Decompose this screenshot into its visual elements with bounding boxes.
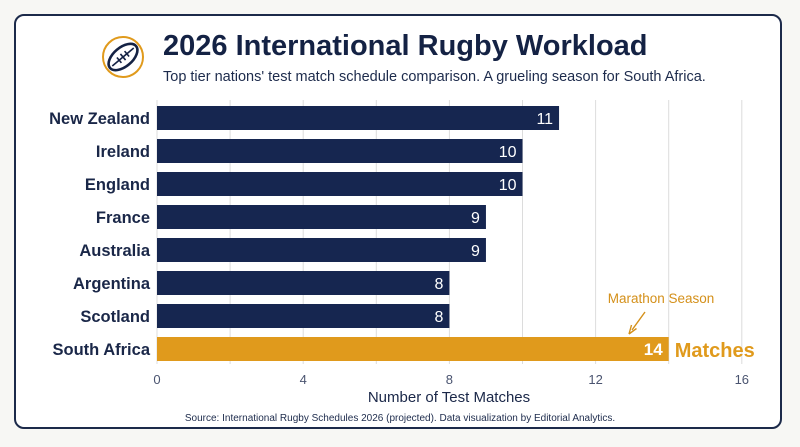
- label-layer: 0 4 8 12 16 New Zealand 11 Ireland 10 England 10 Fr…: [49, 110, 755, 387]
- bar-value-label: 9: [471, 243, 480, 260]
- bar-argentina: [157, 271, 450, 295]
- category-label: England: [85, 176, 150, 194]
- rugby-ball-icon: [102, 36, 144, 78]
- chart-title: 2026 International Rugby Workload: [163, 30, 648, 62]
- bar-value-label: 8: [434, 276, 443, 293]
- bar-south-africa: [157, 337, 669, 361]
- bar-layer: [157, 106, 669, 361]
- annotation-arrow: [631, 311, 646, 331]
- bar-ireland: [157, 139, 523, 163]
- bar-value-label: 9: [471, 210, 480, 227]
- category-label: New Zealand: [49, 110, 150, 128]
- bar-value-label: 10: [499, 144, 517, 161]
- chart-subtitle: Top tier nations' test match schedule co…: [163, 69, 706, 85]
- x-tick-label: 12: [588, 372, 602, 387]
- category-label: France: [96, 209, 150, 227]
- bar-value-label: 11: [536, 111, 553, 128]
- x-tick-label: 8: [446, 372, 453, 387]
- annotation-arrowhead: [628, 324, 637, 335]
- annotation-text: Marathon Season: [608, 291, 715, 306]
- category-label: South Africa: [53, 341, 151, 359]
- category-label: Ireland: [96, 143, 150, 161]
- x-axis-label: Number of Test Matches: [368, 389, 530, 406]
- category-label: Australia: [79, 242, 150, 260]
- x-tick-label: 0: [153, 372, 160, 387]
- x-tick-label: 16: [735, 372, 749, 387]
- bar-value-label: 8: [434, 309, 443, 326]
- source-note: Source: International Rugby Schedules 20…: [184, 413, 616, 424]
- annotation: Marathon Season: [608, 291, 715, 335]
- bar-scotland: [157, 304, 450, 328]
- bar-australia: [157, 238, 486, 262]
- category-label: Argentina: [73, 275, 151, 293]
- bar-new-zealand: [157, 106, 560, 130]
- bar-france: [157, 205, 486, 229]
- bar-value-label: 10: [499, 177, 517, 194]
- x-tick-label: 4: [300, 372, 307, 387]
- highlight-suffix-label: Matches: [675, 340, 755, 362]
- category-label: Scotland: [80, 308, 150, 326]
- bar-value-label: 14: [644, 340, 663, 359]
- bar-england: [157, 172, 523, 196]
